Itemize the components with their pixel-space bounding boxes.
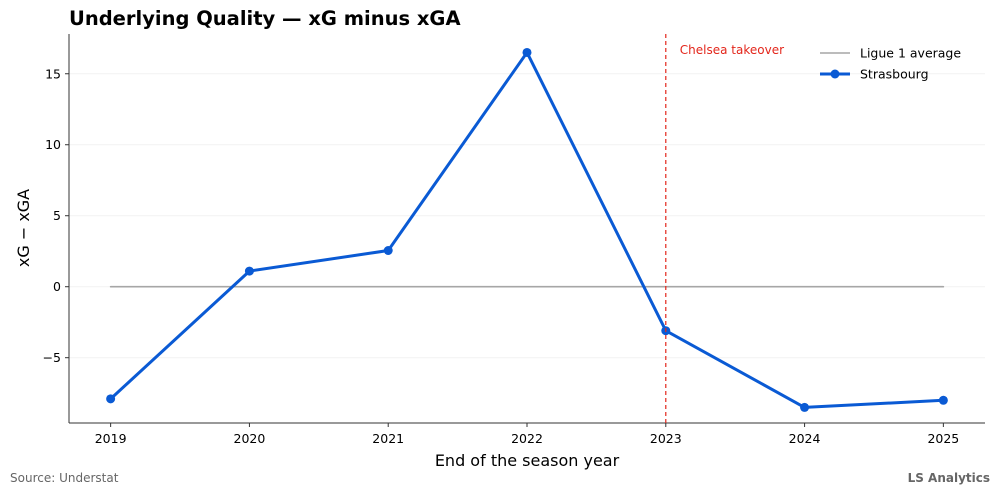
legend-marker <box>830 69 840 79</box>
strasbourg-point <box>938 395 948 405</box>
x-tick-label: 2019 <box>95 431 127 446</box>
x-tick-label: 2023 <box>650 431 682 446</box>
takeover-annotation-label: Chelsea takeover <box>680 43 784 57</box>
x-tick-label: 2025 <box>927 431 959 446</box>
x-tick-label: 2022 <box>511 431 543 446</box>
x-tick-label: 2021 <box>372 431 404 446</box>
y-tick-label: −5 <box>43 350 61 365</box>
grid-lines <box>69 73 985 359</box>
strasbourg-line <box>109 50 945 409</box>
y-tick-label: 0 <box>53 279 61 294</box>
y-tick-label: 5 <box>53 208 61 223</box>
chart-title: Underlying Quality — xG minus xGA <box>69 7 461 30</box>
legend-label: Ligue 1 average <box>860 46 961 61</box>
brand-label: LS Analytics <box>907 471 990 485</box>
legend: Ligue 1 average Strasbourg <box>820 46 961 82</box>
source-note: Source: Understat <box>10 471 119 485</box>
y-tick-label: 10 <box>45 137 61 152</box>
legend-label: Strasbourg <box>860 67 929 82</box>
x-tick-label: 2020 <box>234 431 266 446</box>
strasbourg-point <box>106 394 116 404</box>
x-axis-label: End of the season year <box>435 451 620 470</box>
strasbourg-point <box>800 402 810 412</box>
axes: −5 0 5 10 15 2019 2020 2021 2022 2023 2024 2025 <box>43 34 985 446</box>
x-tick-label: 2024 <box>789 431 821 446</box>
y-tick-label: 15 <box>45 66 61 81</box>
strasbourg-point <box>244 266 254 276</box>
annotations: Chelsea takeover <box>665 34 784 423</box>
series-lines <box>106 47 948 412</box>
strasbourg-point <box>522 47 532 57</box>
strasbourg-point <box>383 246 393 256</box>
y-axis-label: xG − xGA <box>14 189 33 267</box>
